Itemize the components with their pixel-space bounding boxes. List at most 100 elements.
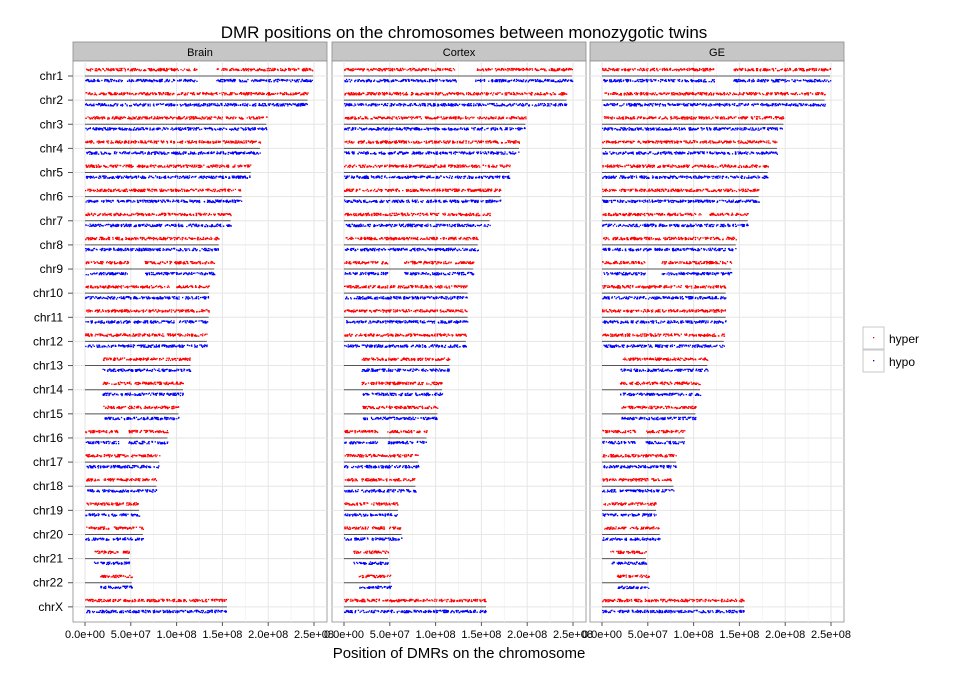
dmr-point (143, 153, 144, 154)
dmr-point (197, 105, 198, 106)
dmr-point (108, 189, 109, 190)
dmr-point (146, 274, 147, 275)
dmr-point (188, 190, 189, 191)
dmr-point (265, 105, 266, 106)
dmr-point (149, 238, 150, 239)
dmr-point (242, 80, 243, 81)
dmr-point (195, 117, 196, 118)
dmr-point (151, 272, 152, 273)
dmr-point (142, 237, 143, 238)
dmr-point (232, 80, 233, 81)
dmr-point (142, 250, 143, 251)
dmr-point (122, 80, 123, 81)
dmr-point (163, 93, 164, 94)
dmr-point (233, 116, 234, 117)
dmr-point (106, 262, 107, 263)
dmr-point (233, 190, 234, 191)
dmr-point (146, 238, 147, 239)
dmr-point (162, 191, 163, 192)
dmr-point (173, 165, 174, 166)
dmr-point (239, 190, 240, 191)
dmr-point (245, 127, 246, 128)
dmr-point (107, 273, 108, 274)
dmr-point (197, 93, 198, 94)
dmr-point (103, 274, 104, 275)
dmr-point (163, 189, 164, 190)
dmr-point (144, 92, 145, 93)
dmr-point (297, 80, 298, 81)
dmr-point (194, 200, 195, 201)
dmr-point (176, 200, 177, 201)
dmr-point (290, 104, 291, 105)
dmr-point (119, 263, 120, 264)
dmr-point (128, 68, 129, 69)
dmr-point (188, 287, 189, 288)
dmr-point (175, 152, 176, 153)
dmr-point (181, 118, 182, 119)
dmr-point (241, 94, 242, 95)
dmr-point (299, 79, 300, 80)
dmr-point (92, 128, 93, 129)
dmr-point (189, 166, 190, 167)
dmr-point (116, 118, 117, 119)
dmr-point (191, 261, 192, 262)
dmr-point (182, 226, 183, 227)
dmr-point (266, 81, 267, 82)
dmr-point (129, 118, 130, 119)
dmr-point (114, 152, 115, 153)
dmr-point (115, 103, 116, 104)
dmr-point (148, 237, 149, 238)
dmr-point (257, 128, 258, 129)
dmr-point (144, 165, 145, 166)
dmr-point (231, 153, 232, 154)
dmr-point (217, 238, 218, 239)
dmr-point (133, 152, 134, 153)
dmr-point (125, 151, 126, 152)
dmr-point (166, 70, 167, 71)
dmr-point (156, 104, 157, 105)
dmr-point (176, 127, 177, 128)
dmr-point (184, 116, 185, 117)
dmr-point (105, 94, 106, 95)
dmr-point (145, 79, 146, 80)
dmr-point (277, 69, 278, 70)
dmr-point (150, 190, 151, 191)
dmr-point (201, 118, 202, 119)
dmr-point (151, 140, 152, 141)
dmr-point (231, 190, 232, 191)
dmr-point (186, 80, 187, 81)
dmr-point (106, 201, 107, 202)
dmr-point (161, 93, 162, 94)
dmr-point (119, 152, 120, 153)
dmr-point (112, 94, 113, 95)
dmr-point (136, 105, 137, 106)
dmr-point (144, 239, 145, 240)
dmr-point (105, 225, 106, 226)
dmr-point (303, 105, 304, 106)
dmr-point (103, 272, 104, 273)
dmr-point (183, 175, 184, 176)
dmr-point (100, 176, 101, 177)
dmr-point (124, 226, 125, 227)
dmr-point (118, 248, 119, 249)
dmr-point (153, 239, 154, 240)
dmr-point (106, 80, 107, 81)
dmr-point (124, 261, 125, 262)
dmr-point (134, 69, 135, 70)
dmr-point (96, 273, 97, 274)
dmr-point (91, 261, 92, 262)
dmr-point (264, 93, 265, 94)
dmr-point (217, 129, 218, 130)
dmr-point (143, 129, 144, 130)
dmr-point (176, 263, 177, 264)
dmr-point (157, 225, 158, 226)
dmr-point (158, 128, 159, 129)
dmr-point (96, 153, 97, 154)
dmr-point (222, 79, 223, 80)
dmr-point (211, 238, 212, 239)
dmr-point (228, 225, 229, 226)
dmr-point (170, 263, 171, 264)
dmr-point (244, 142, 245, 143)
dmr-point (96, 177, 97, 178)
dmr-point (152, 189, 153, 190)
